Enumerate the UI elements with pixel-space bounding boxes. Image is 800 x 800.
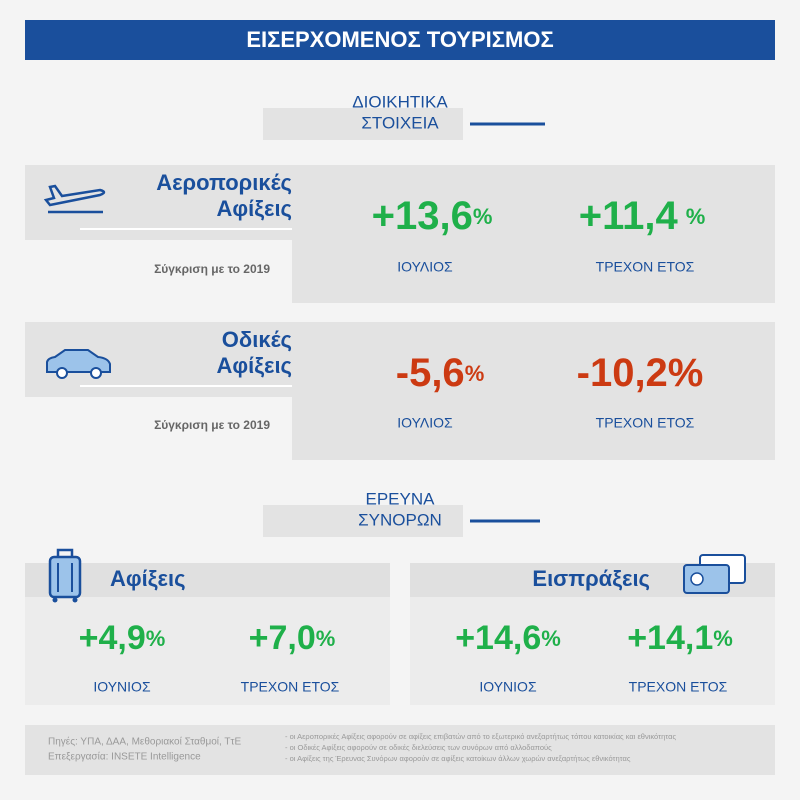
car-icon bbox=[46, 349, 111, 379]
stat-label: ΙΟΥΝΙΟΣ bbox=[93, 679, 151, 695]
section-header-box bbox=[263, 505, 463, 537]
value: +7,0 bbox=[249, 619, 316, 657]
footnote: - οι Οδικές Αφίξεις αφορούν σε οδικές δι… bbox=[285, 743, 552, 752]
value: -5,6 bbox=[396, 351, 465, 395]
stat-label: ΤΡΕΧΟΝ ΕΤΟΣ bbox=[241, 679, 340, 695]
stat-label: ΤΡΕΧΟΝ ΕΤΟΣ bbox=[596, 415, 695, 431]
card-header bbox=[25, 563, 390, 597]
plane-icon bbox=[43, 184, 106, 214]
stat-value: +14,1% bbox=[627, 619, 733, 657]
card bbox=[25, 322, 775, 460]
stat-value: +11,4% bbox=[579, 194, 706, 238]
value: +14,1 bbox=[627, 619, 713, 657]
unit: % bbox=[668, 351, 704, 395]
unit: % bbox=[686, 204, 706, 229]
card bbox=[25, 165, 775, 303]
card-title: Αεροπορικές bbox=[156, 170, 292, 195]
stat-value: +4,9% bbox=[79, 619, 166, 657]
unit: % bbox=[465, 361, 485, 386]
unit: % bbox=[146, 626, 166, 651]
unit: % bbox=[541, 626, 561, 651]
card-title: Αφίξεις bbox=[216, 353, 292, 378]
unit: % bbox=[473, 204, 493, 229]
section-title: ΔΙΟΙΚΗΤΙΚΑ bbox=[352, 92, 448, 111]
stat-value: -5,6% bbox=[396, 351, 485, 395]
title-bar bbox=[25, 20, 775, 60]
suitcase-icon bbox=[48, 548, 82, 603]
stat-label: ΙΟΥΛΙΟΣ bbox=[397, 259, 453, 275]
stat-label: ΙΟΥΛΙΟΣ bbox=[397, 415, 453, 431]
stat-label: ΤΡΕΧΟΝ ΕΤΟΣ bbox=[629, 679, 728, 695]
value: +11,4 bbox=[579, 194, 679, 238]
card-title: Οδικές bbox=[222, 327, 292, 352]
stat-label: ΤΡΕΧΟΝ ΕΤΟΣ bbox=[596, 259, 695, 275]
card-title: Εισπράξεις bbox=[532, 566, 650, 591]
unit: % bbox=[316, 626, 336, 651]
footer-box bbox=[25, 725, 775, 775]
comparison-note: Σύγκριση με το 2019 bbox=[154, 262, 270, 276]
stat-value: +7,0% bbox=[249, 619, 336, 657]
card-icon bbox=[683, 554, 746, 594]
value: +13,6 bbox=[372, 194, 473, 238]
stat-value: -10,2% bbox=[577, 351, 704, 395]
card-title: Αφίξεις bbox=[110, 566, 186, 591]
stat-value: +14,6% bbox=[455, 619, 561, 657]
comparison-note: Σύγκριση με το 2019 bbox=[154, 418, 270, 432]
value: -10,2 bbox=[577, 351, 668, 395]
unit: % bbox=[713, 626, 733, 651]
source: Πηγές: ΥΠΑ, ΔΑΑ, Μεθοριακοί Σταθμοί, ΤτΕ bbox=[48, 736, 241, 748]
stat-value: +13,6% bbox=[372, 194, 493, 238]
stat-label: ΙΟΥΝΙΟΣ bbox=[479, 679, 537, 695]
value: +4,9 bbox=[79, 619, 146, 657]
footnote: - οι Αφίξεις της Έρευνας Συνόρων αφορούν… bbox=[285, 754, 631, 763]
page-title: ΕΙΣΕΡΧΟΜΕΝΟΣ ΤΟΥΡΙΣΜΟΣ bbox=[246, 27, 553, 52]
value: +14,6 bbox=[455, 619, 541, 657]
section-header-box bbox=[263, 108, 463, 140]
card-title: Αφίξεις bbox=[216, 196, 292, 221]
footnote: - οι Αεροπορικές Αφίξεις αφορούν σε αφίξ… bbox=[285, 732, 676, 741]
source: Επεξεργασία: INSETE Intelligence bbox=[48, 751, 201, 763]
section-title: ΣΥΝΟΡΩΝ bbox=[358, 510, 442, 529]
section-title: ΕΡΕΥΝΑ bbox=[366, 489, 436, 508]
section-title: ΣΤΟΙΧΕΙΑ bbox=[361, 113, 439, 132]
